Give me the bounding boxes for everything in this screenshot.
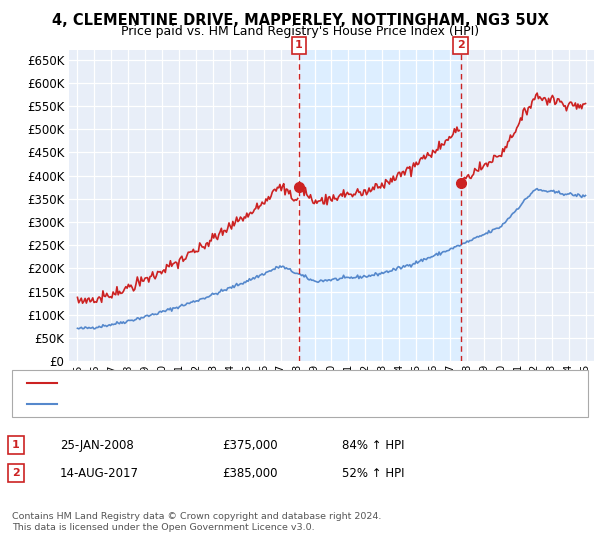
Text: 1: 1 [295,40,302,50]
Text: 52% ↑ HPI: 52% ↑ HPI [342,466,404,480]
Text: 4, CLEMENTINE DRIVE, MAPPERLEY, NOTTINGHAM, NG3 5UX (detached house): 4, CLEMENTINE DRIVE, MAPPERLEY, NOTTINGH… [63,378,493,388]
Bar [299,50,461,361]
Text: HPI: Average price, detached house, Gedling: HPI: Average price, detached house, Gedl… [63,399,308,409]
Text: £375,000: £375,000 [222,438,278,452]
Text: Contains HM Land Registry data © Crown copyright and database right 2024.
This d: Contains HM Land Registry data © Crown c… [12,512,382,532]
Text: £385,000: £385,000 [222,466,277,480]
Text: 2: 2 [12,468,20,478]
Text: 84% ↑ HPI: 84% ↑ HPI [342,438,404,452]
Text: Price paid vs. HM Land Registry's House Price Index (HPI): Price paid vs. HM Land Registry's House … [121,25,479,38]
Text: 25-JAN-2008: 25-JAN-2008 [60,438,134,452]
Text: 2: 2 [457,40,464,50]
Text: 4, CLEMENTINE DRIVE, MAPPERLEY, NOTTINGHAM, NG3 5UX: 4, CLEMENTINE DRIVE, MAPPERLEY, NOTTINGH… [52,13,548,28]
Text: 1: 1 [12,440,20,450]
Text: 14-AUG-2017: 14-AUG-2017 [60,466,139,480]
